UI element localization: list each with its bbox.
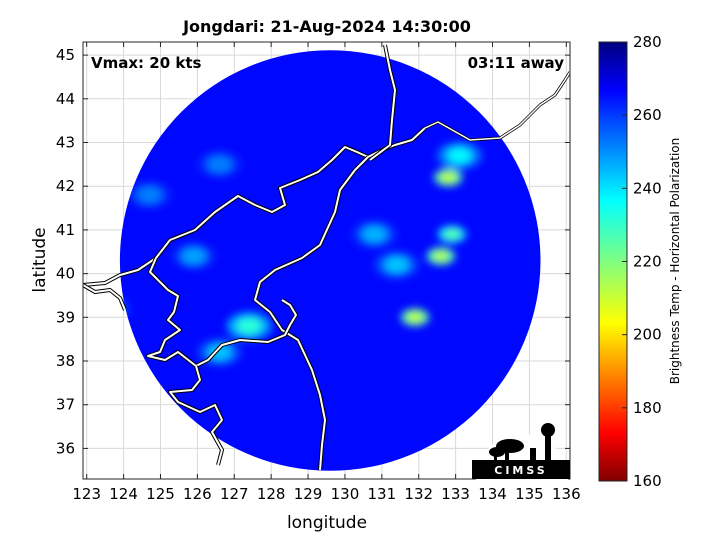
time-away-annotation: 03:11 away <box>468 54 565 72</box>
feature-point <box>432 250 449 262</box>
feature-point <box>406 311 424 323</box>
y-tick-label: 45 <box>56 46 75 64</box>
x-tick-label: 129 <box>294 485 323 503</box>
logo-text: CIMSS <box>494 464 547 477</box>
colorbar-label: Brightness Temp - Horizontal Polarizatio… <box>668 138 682 385</box>
colorbar-ticks: 280 260 240 220 200 180 160 <box>622 33 662 490</box>
brightness-temp-swath <box>119 50 541 471</box>
feature-point <box>383 256 410 274</box>
x-tick-label: 127 <box>220 485 249 503</box>
y-axis-label: latitude <box>30 227 50 292</box>
x-tick-label: 128 <box>257 485 286 503</box>
x-tick-label: 130 <box>331 485 360 503</box>
y-tick-label: 42 <box>56 177 75 195</box>
x-tick-label: 131 <box>368 485 397 503</box>
colorbar-tick-label: 220 <box>633 253 662 271</box>
feature-point <box>206 155 233 173</box>
feature-point <box>443 228 461 240</box>
y-tick-label: 44 <box>56 90 75 108</box>
axes-box <box>82 41 571 480</box>
feature-point <box>136 186 163 204</box>
cimss-logo: CIMSS <box>472 423 570 480</box>
feature-point <box>236 317 262 335</box>
x-tick-label: 124 <box>109 485 138 503</box>
colorbar-tick-label: 260 <box>633 106 662 124</box>
colorbar-tick-label: 180 <box>633 399 662 417</box>
feature-point <box>446 147 472 165</box>
y-tick-label: 40 <box>56 265 75 283</box>
x-axis-label: longitude <box>287 513 367 533</box>
x-tick-label: 126 <box>183 485 212 503</box>
y-tick-label: 41 <box>56 221 75 239</box>
y-tick-label: 43 <box>56 134 75 152</box>
y-tick-label: 36 <box>56 439 75 457</box>
y-tick-label: 38 <box>56 352 75 370</box>
colorbar: 280 260 240 220 200 180 160 Brightness Temp - … <box>598 33 682 490</box>
feature-point <box>361 225 388 243</box>
colorbar-tick-label: 200 <box>633 326 662 344</box>
x-axis-ticks: 123 124 125 126 127 128 129 130 131 132 133 134 135 1… <box>72 42 581 503</box>
y-tick-label: 37 <box>56 396 75 414</box>
x-tick-label: 135 <box>515 485 544 503</box>
y-tick-label: 39 <box>56 308 75 326</box>
colorbar-tick-label: 160 <box>633 472 662 490</box>
x-tick-label: 132 <box>404 485 433 503</box>
x-tick-label: 136 <box>552 485 581 503</box>
vmax-annotation: Vmax: 20 kts <box>91 54 201 72</box>
chart-title: Jongdari: 21-Aug-2024 14:30:00 <box>182 17 471 36</box>
feature-point <box>440 172 457 183</box>
colorbar-tick-label: 280 <box>633 33 662 51</box>
y-axis-ticks: 36 37 38 39 40 41 42 43 44 45 <box>56 46 570 457</box>
colorbar-tick-label: 240 <box>633 179 662 197</box>
x-tick-label: 134 <box>478 485 507 503</box>
x-tick-label: 125 <box>146 485 175 503</box>
feature-point <box>181 247 207 265</box>
x-tick-label: 133 <box>441 485 470 503</box>
x-tick-label: 123 <box>72 485 101 503</box>
